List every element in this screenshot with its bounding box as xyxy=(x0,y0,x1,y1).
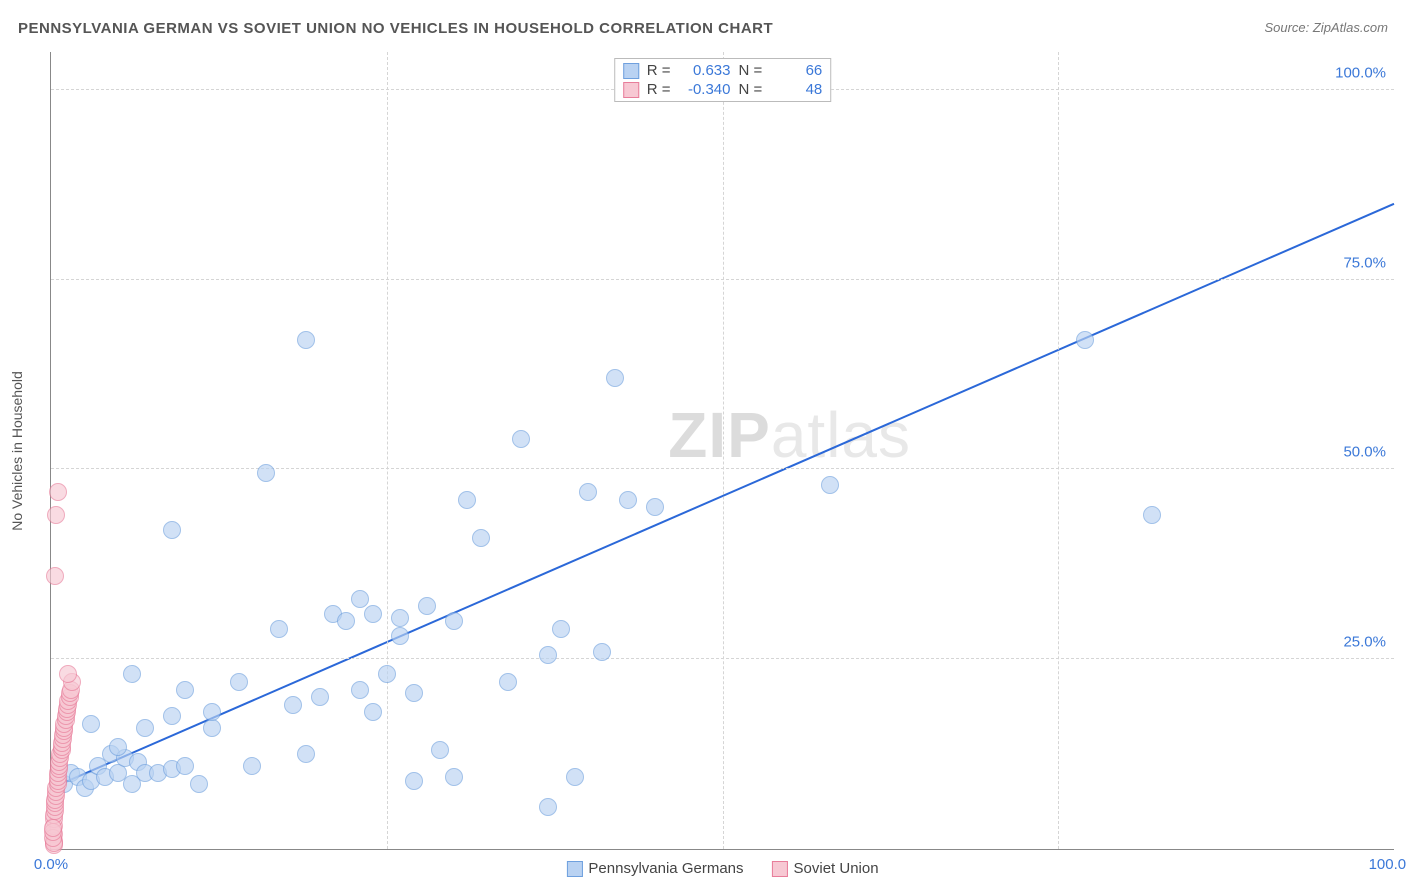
legend-label: Pennsylvania Germans xyxy=(588,860,743,877)
series-swatch xyxy=(623,63,639,79)
legend-swatch xyxy=(772,861,788,877)
data-point xyxy=(46,567,64,585)
gridline-vertical xyxy=(1058,52,1059,849)
data-point xyxy=(378,665,396,683)
data-point xyxy=(458,491,476,509)
source-credit: Source: ZipAtlas.com xyxy=(1264,20,1388,35)
data-point xyxy=(391,609,409,627)
data-point xyxy=(364,605,382,623)
y-tick-label: 25.0% xyxy=(1343,634,1386,651)
data-point xyxy=(49,483,67,501)
legend-label: Soviet Union xyxy=(794,860,879,877)
data-point xyxy=(364,703,382,721)
data-point xyxy=(176,757,194,775)
data-point xyxy=(646,498,664,516)
data-point xyxy=(1076,331,1094,349)
y-tick-label: 50.0% xyxy=(1343,444,1386,461)
data-point xyxy=(284,696,302,714)
data-point xyxy=(82,715,100,733)
legend-swatch xyxy=(566,861,582,877)
data-point xyxy=(230,673,248,691)
data-point xyxy=(351,590,369,608)
data-point xyxy=(552,620,570,638)
stats-box: R =0.633N =66R =-0.340N =48 xyxy=(614,58,832,102)
x-tick-label: 0.0% xyxy=(34,856,68,873)
correlation-scatter-chart: ZIPatlas No Vehicles in Household R =0.6… xyxy=(50,52,1394,850)
x-tick-label: 100.0% xyxy=(1369,856,1406,873)
y-tick-label: 75.0% xyxy=(1343,254,1386,271)
data-point xyxy=(431,741,449,759)
data-point xyxy=(123,665,141,683)
data-point xyxy=(606,369,624,387)
data-point xyxy=(297,745,315,763)
data-point xyxy=(418,597,436,615)
header: PENNSYLVANIA GERMAN VS SOVIET UNION NO V… xyxy=(18,20,1388,37)
series-swatch xyxy=(623,82,639,98)
data-point xyxy=(579,483,597,501)
data-point xyxy=(270,620,288,638)
page-title: PENNSYLVANIA GERMAN VS SOVIET UNION NO V… xyxy=(18,20,773,37)
data-point xyxy=(136,719,154,737)
data-point xyxy=(203,703,221,721)
data-point xyxy=(109,738,127,756)
data-point xyxy=(405,772,423,790)
data-point xyxy=(297,331,315,349)
gridline-vertical xyxy=(387,52,388,849)
data-point xyxy=(539,646,557,664)
data-point xyxy=(257,464,275,482)
data-point xyxy=(163,707,181,725)
data-point xyxy=(566,768,584,786)
data-point xyxy=(351,681,369,699)
data-point xyxy=(593,643,611,661)
y-tick-label: 100.0% xyxy=(1335,64,1386,81)
data-point xyxy=(1143,506,1161,524)
legend-item: Soviet Union xyxy=(772,860,879,877)
data-point xyxy=(499,673,517,691)
data-point xyxy=(59,665,77,683)
stats-row: R =-0.340N =48 xyxy=(623,80,823,99)
data-point xyxy=(176,681,194,699)
data-point xyxy=(311,688,329,706)
data-point xyxy=(445,768,463,786)
data-point xyxy=(163,521,181,539)
data-point xyxy=(512,430,530,448)
data-point xyxy=(190,775,208,793)
data-point xyxy=(243,757,261,775)
legend: Pennsylvania Germans Soviet Union xyxy=(566,860,878,877)
data-point xyxy=(472,529,490,547)
stats-row: R =0.633N =66 xyxy=(623,61,823,80)
data-point xyxy=(405,684,423,702)
data-point xyxy=(821,476,839,494)
data-point xyxy=(47,506,65,524)
data-point xyxy=(44,819,62,837)
data-point xyxy=(539,798,557,816)
data-point xyxy=(391,627,409,645)
data-point xyxy=(619,491,637,509)
gridline-vertical xyxy=(723,52,724,849)
legend-item: Pennsylvania Germans xyxy=(566,860,743,877)
data-point xyxy=(445,612,463,630)
data-point xyxy=(337,612,355,630)
y-axis-label: No Vehicles in Household xyxy=(9,371,25,531)
